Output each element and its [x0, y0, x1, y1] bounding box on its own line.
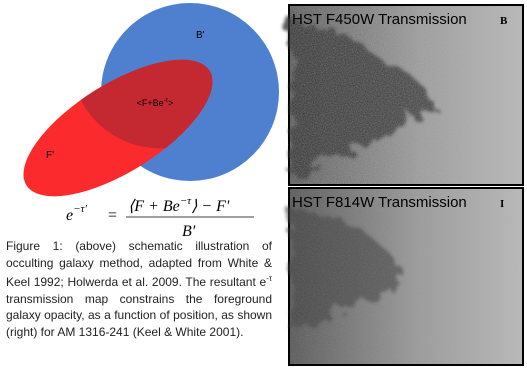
eq-num: ⟨F + Be−τ⟩ − F': [128, 195, 230, 215]
eq-base: e: [66, 207, 73, 224]
eq-equals: =: [108, 207, 117, 224]
noise: [290, 6, 522, 184]
caption-text: transmission map constrains the foregrou…: [6, 292, 272, 339]
ellipse-label: F': [46, 150, 54, 161]
panel-title: HST F450W Transmission: [292, 11, 467, 28]
panel-band: B: [500, 15, 508, 27]
noise: [290, 189, 522, 364]
caption-sup: -τ: [266, 274, 272, 283]
equation: e−τ' = ⟨F + Be−τ⟩ − F' B': [66, 195, 254, 240]
panel: HST F450W Transmission B: [289, 5, 523, 185]
caption: Figure 1: (above) schematic illustration…: [6, 238, 272, 341]
caption-text: Figure 1: (above) schematic illustration…: [6, 239, 272, 289]
eq-lhs: e−τ': [66, 203, 87, 224]
panel-title: HST F814W Transmission: [292, 194, 467, 211]
panel-band: I: [500, 198, 504, 210]
eq-num-text: ⟨F + Be: [128, 198, 180, 215]
eq-num-end: ⟩ − F': [191, 198, 230, 215]
eq-exp: −τ': [73, 203, 87, 215]
panel: HST F814W Transmission I: [289, 188, 523, 365]
overlap-label: <F+Be-τ>: [137, 98, 174, 108]
overlap-end: >: [168, 98, 173, 108]
circle-label: B': [196, 30, 205, 41]
overlap-text: <F+Be: [137, 98, 164, 108]
page: B' F' <F+Be-τ> e−τ' = ⟨F + Be−τ⟩ − F' B'…: [0, 0, 527, 368]
